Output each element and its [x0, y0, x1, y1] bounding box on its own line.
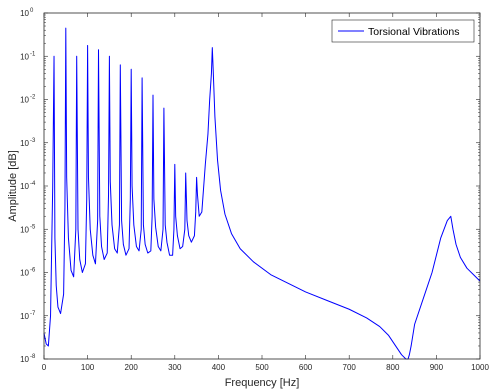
- y-tick-label-exponent: -4: [30, 181, 36, 187]
- x-axis-ticks: 0 100 200 300 400 500 600 700 800 900 1000: [42, 13, 489, 372]
- y-tick-label-base: 10: [20, 9, 29, 18]
- y-tick-label-base: 10: [20, 139, 29, 148]
- y-tick-label-base: 10: [20, 96, 29, 105]
- x-tick-label: 100: [81, 363, 95, 372]
- x-axis-title: Frequency [Hz]: [225, 377, 300, 389]
- x-tick-label: 200: [125, 363, 139, 372]
- plot-area: [44, 13, 480, 359]
- legend-label: Torsional Vibrations: [368, 26, 459, 38]
- x-tick-label: 1000: [471, 363, 489, 372]
- y-tick-label-base: 10: [20, 182, 29, 191]
- y-tick-label-exponent: -3: [30, 138, 36, 144]
- y-axis-title: Amplitude [dB]: [7, 150, 19, 222]
- y-tick-label-exponent: -2: [30, 95, 36, 101]
- y-tick-label-base: 10: [20, 269, 29, 278]
- series-line: [43, 27, 481, 360]
- x-tick-label: 400: [212, 363, 226, 372]
- x-tick-label: 500: [255, 363, 269, 372]
- x-tick-label: 600: [299, 363, 313, 372]
- x-tick-label: 900: [430, 363, 444, 372]
- y-tick-label-base: 10: [20, 225, 29, 234]
- y-tick-label-base: 10: [20, 52, 29, 61]
- plot-frame: [43, 12, 481, 360]
- y-tick-label-exponent: -5: [30, 224, 36, 230]
- x-tick-label: 700: [343, 363, 357, 372]
- y-tick-label-base: 10: [20, 355, 29, 364]
- legend-box: [331, 19, 475, 43]
- y-tick-label-exponent: -6: [30, 268, 36, 274]
- y-tick-label-exponent: 0: [30, 8, 34, 14]
- y-tick-label-exponent: -8: [30, 354, 36, 360]
- x-tick-label: 300: [168, 363, 182, 372]
- legend: Torsional Vibrations: [331, 19, 475, 43]
- series-layer: [43, 27, 481, 360]
- x-tick-label: 800: [386, 363, 400, 372]
- y-tick-label-exponent: -7: [30, 311, 36, 317]
- x-tick-label: 0: [42, 363, 47, 372]
- y-tick-label-base: 10: [20, 312, 29, 321]
- y-tick-label-exponent: -1: [30, 51, 36, 57]
